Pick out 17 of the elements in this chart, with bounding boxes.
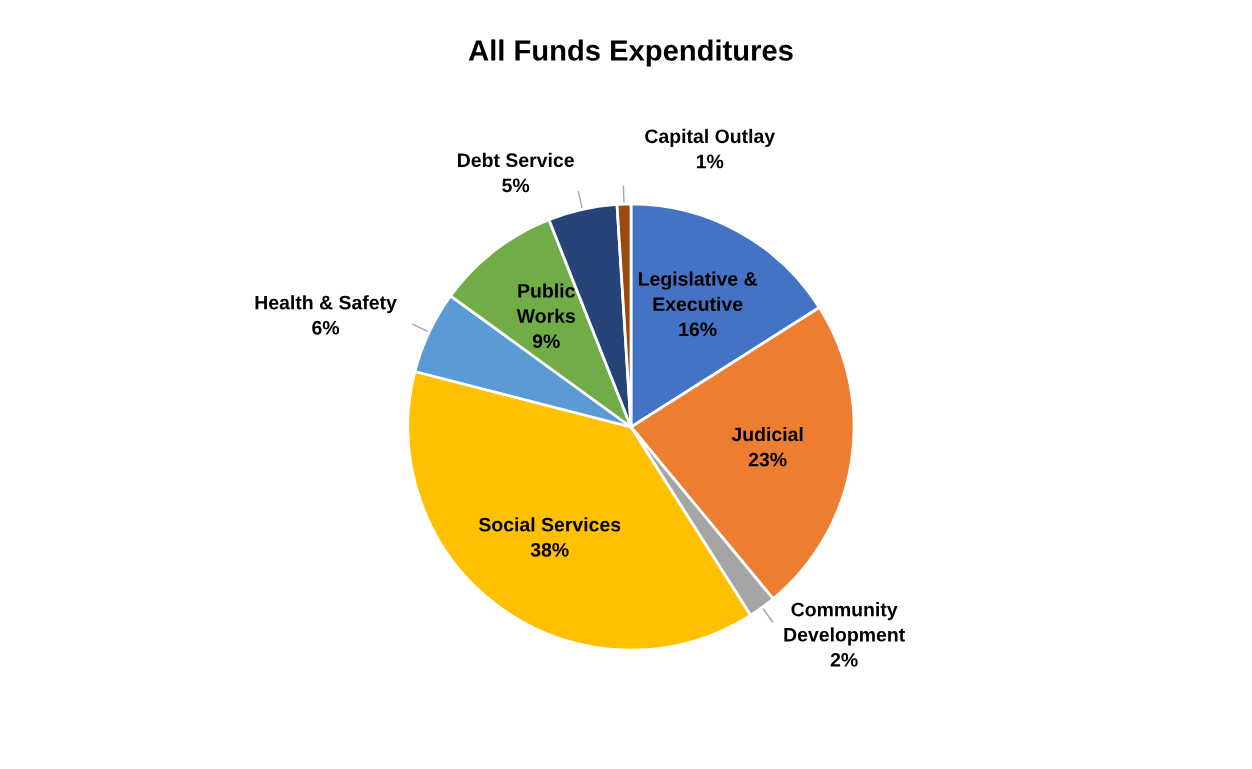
data-label: 2% xyxy=(830,652,858,667)
data-label: 9% xyxy=(532,334,560,349)
data-label: 23% xyxy=(748,452,787,467)
slice-label: Judicial xyxy=(731,426,803,442)
slice-label: Capital Outlay xyxy=(645,128,776,147)
data-label: 38% xyxy=(530,542,569,557)
data-label: 6% xyxy=(312,320,340,335)
slice-label: Debt Service xyxy=(458,152,574,168)
data-label: 16% xyxy=(679,322,717,337)
slice-label: Legislative & Executive xyxy=(638,271,757,312)
chart-title: All Funds Expenditures xyxy=(468,39,793,67)
slice-label: Community Development xyxy=(784,602,905,646)
slice-label: Social Services xyxy=(478,517,621,532)
data-label: 1% xyxy=(696,154,724,169)
slice-label: Public Works xyxy=(516,283,575,323)
slice-label: Health & Safety xyxy=(255,295,397,314)
data-label: 5% xyxy=(502,178,530,193)
